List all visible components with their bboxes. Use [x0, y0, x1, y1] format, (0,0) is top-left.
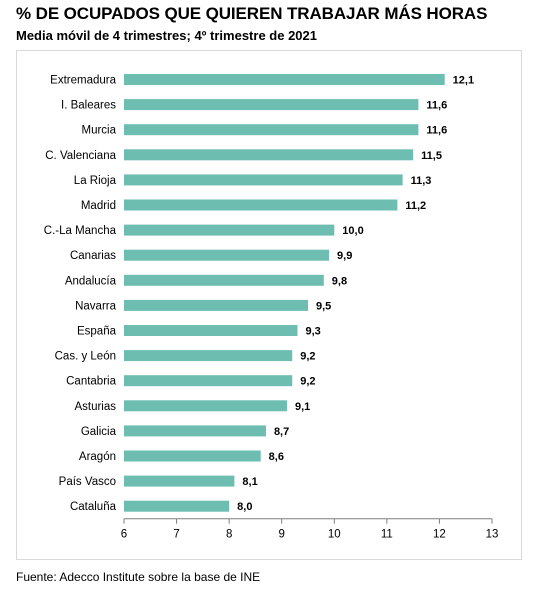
value-label: 8,1	[242, 476, 257, 488]
bar	[124, 274, 324, 286]
x-tick-label: 8	[226, 529, 232, 541]
category-label: Navarra	[75, 300, 117, 312]
value-label: 9,1	[295, 401, 310, 413]
bar	[124, 224, 335, 236]
bar	[124, 450, 261, 462]
category-label: Extremadura	[50, 75, 116, 87]
x-tick-label: 9	[279, 529, 285, 541]
value-label: 9,2	[300, 351, 315, 363]
bar	[124, 325, 298, 336]
category-label: C.-La Mancha	[44, 225, 117, 237]
category-label: Asturias	[74, 401, 116, 413]
chart-frame: Extremadura 12,1 I. Baleares 11,6 Murcia 11,6…	[16, 50, 522, 560]
x-tick-label: 10	[328, 529, 341, 541]
category-label: Galicia	[81, 426, 117, 438]
value-label: 12,1	[453, 75, 474, 87]
value-label: 9,3	[305, 326, 320, 338]
bar	[124, 74, 445, 85]
x-tick-label: 6	[121, 529, 127, 541]
bar	[124, 199, 398, 211]
x-tick-label: 12	[433, 529, 446, 541]
value-label: 11,5	[421, 150, 442, 162]
bar	[124, 375, 293, 387]
category-label: Cantabria	[66, 376, 116, 388]
category-label: Andalucía	[65, 275, 117, 287]
value-label: 8,6	[269, 451, 284, 463]
value-label: 11,6	[426, 100, 447, 112]
value-label: 9,8	[332, 275, 347, 287]
value-label: 8,7	[274, 426, 289, 438]
source-note: Fuente: Adecco Institute sobre la base d…	[16, 570, 261, 584]
bar	[124, 500, 230, 512]
bar	[124, 350, 293, 362]
value-label: 9,5	[316, 300, 331, 312]
category-label: Madrid	[81, 200, 116, 212]
x-tick-label: 7	[173, 529, 179, 541]
category-label: Murcia	[81, 125, 116, 137]
bar	[124, 124, 419, 136]
category-label: Canarias	[70, 250, 116, 262]
value-label: 8,0	[237, 501, 252, 513]
bar	[124, 99, 419, 111]
bar	[124, 149, 414, 161]
chart-title: % DE OCUPADOS QUE QUIEREN TRABAJAR MÁS H…	[16, 4, 488, 23]
value-label: 11,2	[405, 200, 426, 212]
value-label: 9,9	[337, 250, 352, 262]
category-label: I. Baleares	[61, 100, 116, 112]
category-label: Aragón	[79, 451, 116, 463]
category-label: España	[77, 326, 117, 338]
category-label: C. Valenciana	[45, 150, 116, 162]
category-label: Cas. y León	[55, 351, 116, 363]
bar	[124, 475, 235, 487]
value-label: 11,6	[426, 125, 447, 137]
bar-chart: Extremadura 12,1 I. Baleares 11,6 Murcia 11,6…	[44, 74, 499, 541]
bar	[124, 299, 308, 311]
category-label: País Vasco	[59, 476, 116, 488]
bar	[124, 400, 287, 412]
value-label: 11,3	[411, 175, 432, 187]
chart-subtitle: Media móvil de 4 trimestres; 4º trimestr…	[16, 28, 317, 43]
x-tick-label: 13	[486, 529, 499, 541]
category-label: Cataluña	[70, 501, 117, 513]
bar	[124, 249, 330, 261]
value-label: 10,0	[342, 225, 363, 237]
bar	[124, 174, 403, 186]
value-label: 9,2	[300, 376, 315, 388]
bar	[124, 425, 266, 437]
category-label: La Rioja	[74, 175, 117, 187]
x-tick-label: 11	[381, 529, 393, 541]
